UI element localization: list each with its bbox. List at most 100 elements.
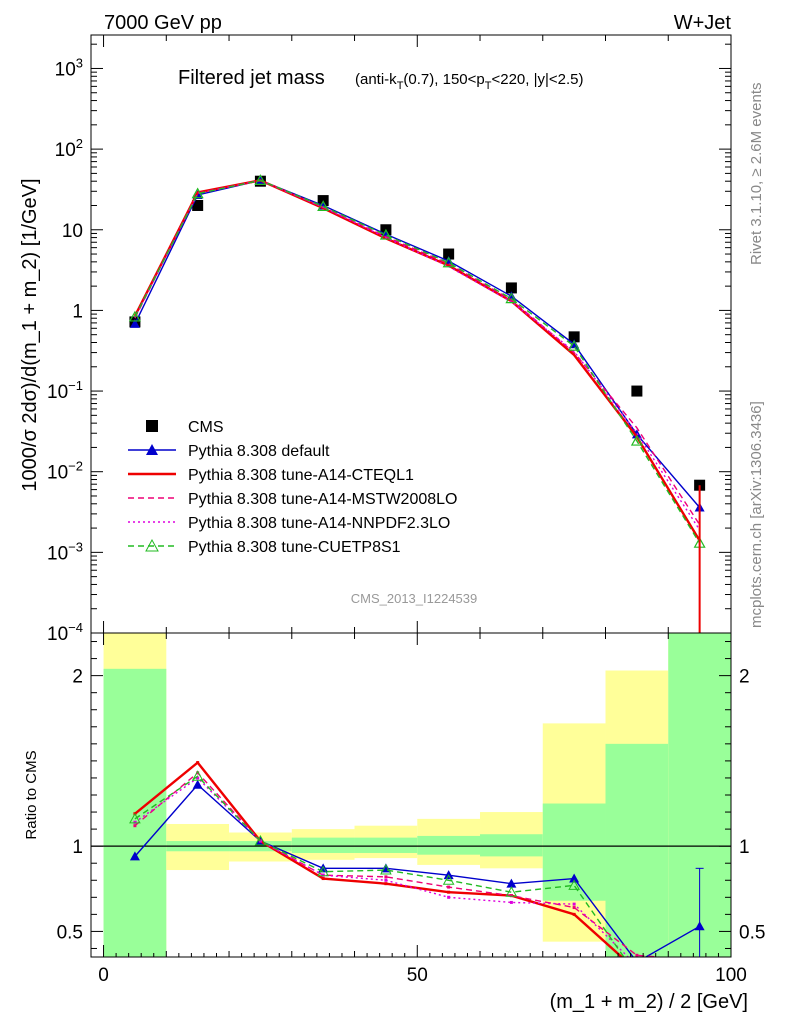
main-plot-frame bbox=[90, 34, 732, 634]
legend-label-4: Pythia 8.308 tune-A14-NNPDF2.3LO bbox=[188, 515, 450, 532]
ratio-point bbox=[635, 969, 638, 972]
energy-label: 7000 GeV pp bbox=[104, 12, 222, 34]
data-point bbox=[505, 282, 517, 294]
ratio-y-tick-label: 1 bbox=[72, 837, 83, 858]
ratio-point bbox=[133, 820, 137, 824]
ratio-point bbox=[632, 957, 642, 966]
data-point bbox=[630, 434, 643, 446]
analysis-id-label: CMS_2013_I1224539 bbox=[351, 591, 478, 606]
ratio-point bbox=[506, 878, 517, 888]
series-line-5 bbox=[134, 179, 701, 544]
data-point bbox=[379, 228, 392, 240]
ratio-point bbox=[192, 779, 203, 789]
data-point bbox=[505, 292, 518, 304]
ratio-y-tick-label-right: 1 bbox=[739, 837, 750, 858]
stat-uncertainty-band bbox=[354, 837, 418, 853]
legend-label-5: Pythia 8.308 tune-CUETP8S1 bbox=[188, 539, 401, 556]
y-tick-label: 10−2 bbox=[47, 459, 83, 484]
y-tick-label: 10−1 bbox=[47, 378, 83, 403]
y-tick-label: 10 bbox=[62, 221, 83, 242]
data-point bbox=[317, 200, 330, 211]
ratio-point bbox=[254, 835, 267, 846]
data-point bbox=[568, 339, 581, 351]
ratio-point bbox=[384, 878, 388, 882]
legend-label-1: Pythia 8.308 default bbox=[188, 443, 330, 460]
ratio-point bbox=[568, 879, 580, 890]
ratio-point bbox=[129, 851, 140, 861]
stat-uncertainty-band bbox=[417, 835, 481, 855]
ratio-y-axis-label: Ratio to CMS bbox=[23, 750, 40, 839]
ratio-y-tick-label: 2 bbox=[72, 667, 83, 688]
data-point bbox=[191, 187, 204, 199]
ratio-point bbox=[447, 890, 451, 894]
legend-marker bbox=[145, 538, 159, 552]
main-y-axis-label: 1000/σ 2dσ)/d(m_1 + m_2) [1/GeV] bbox=[19, 178, 41, 491]
data-point bbox=[443, 248, 455, 260]
ratio-point bbox=[317, 865, 330, 877]
ratio-panel: 0.5 0.5 1 1 2 2 0 50 100 bbox=[57, 632, 765, 987]
x-tick-label: 50 bbox=[407, 965, 428, 986]
y-tick-label: 102 bbox=[55, 136, 83, 161]
legend-label-0: CMS bbox=[188, 419, 224, 436]
stat-uncertainty-band bbox=[542, 803, 606, 901]
data-point bbox=[254, 174, 267, 185]
x-tick-label: 100 bbox=[715, 965, 747, 986]
ratio-point bbox=[569, 873, 580, 883]
ratio-line-2 bbox=[134, 771, 667, 957]
series-1 bbox=[129, 175, 705, 512]
legend-label-3: Pythia 8.308 tune-A14-MSTW2008LO bbox=[188, 491, 457, 508]
ratio-series-group bbox=[129, 760, 705, 987]
y-tick-label: 103 bbox=[55, 55, 83, 80]
ratio-point bbox=[698, 981, 701, 984]
legend-label-2: Pythia 8.308 tune-A14-CTEQL1 bbox=[188, 467, 414, 484]
ratio-point bbox=[698, 967, 701, 970]
ratio-point bbox=[191, 770, 204, 781]
ratio-point bbox=[572, 902, 576, 906]
ratio-point bbox=[129, 812, 141, 824]
ratio-point bbox=[384, 875, 388, 879]
ratio-point bbox=[321, 873, 325, 877]
ratio-point bbox=[509, 894, 513, 898]
ratio-point bbox=[196, 771, 200, 775]
x-tick-label: 0 bbox=[98, 965, 109, 986]
ratio-point bbox=[698, 959, 701, 962]
chart-subtitle: (anti-kT(0.7), 150<pT<220, |y|<2.5) bbox=[355, 71, 584, 92]
ratio-point bbox=[442, 874, 455, 885]
ratio-line-0 bbox=[134, 783, 700, 957]
ratio-y-tick-label: 0.5 bbox=[57, 922, 83, 943]
ratio-point bbox=[447, 895, 451, 899]
ratio-point bbox=[635, 964, 638, 967]
stat-uncertainty-band bbox=[480, 834, 543, 857]
y-tick-label: 10−3 bbox=[47, 539, 83, 564]
ratio-point bbox=[384, 882, 388, 886]
ratio-point bbox=[196, 776, 200, 780]
legend: CMS Pythia 8.308 default Pythia 8.308 tune… bbox=[128, 419, 457, 556]
data-point bbox=[631, 385, 643, 397]
ratio-point bbox=[505, 886, 518, 897]
ratio-point bbox=[196, 761, 200, 765]
data-point bbox=[128, 310, 141, 322]
series-5 bbox=[128, 174, 706, 548]
ratio-point bbox=[447, 885, 451, 889]
ratio-line-1 bbox=[134, 760, 624, 957]
legend-marker bbox=[146, 420, 158, 432]
ratio-point bbox=[695, 978, 705, 987]
ratio-y-tick-label-right: 0.5 bbox=[739, 922, 765, 943]
stat-uncertainty-band bbox=[605, 743, 669, 957]
legend-marker bbox=[146, 444, 158, 455]
mcplots-source-label: mcplots.cern.ch [arXiv:1306.3436] bbox=[748, 401, 765, 628]
data-point bbox=[568, 331, 580, 343]
x-axis-label: (m_1 + m_2) / 2 [GeV] bbox=[550, 991, 748, 1013]
data-point bbox=[192, 199, 204, 211]
process-label: W+Jet bbox=[674, 12, 732, 34]
stat-uncertainty-band bbox=[291, 837, 355, 853]
chart-title: Filtered jet mass bbox=[178, 67, 325, 89]
data-point bbox=[129, 318, 140, 328]
series-2 bbox=[133, 179, 701, 542]
ratio-point bbox=[133, 824, 137, 828]
ratio-point bbox=[632, 971, 642, 980]
ratio-point bbox=[380, 864, 392, 875]
ratio-point bbox=[635, 953, 639, 957]
ratio-y-tick-label-right: 2 bbox=[739, 667, 750, 688]
